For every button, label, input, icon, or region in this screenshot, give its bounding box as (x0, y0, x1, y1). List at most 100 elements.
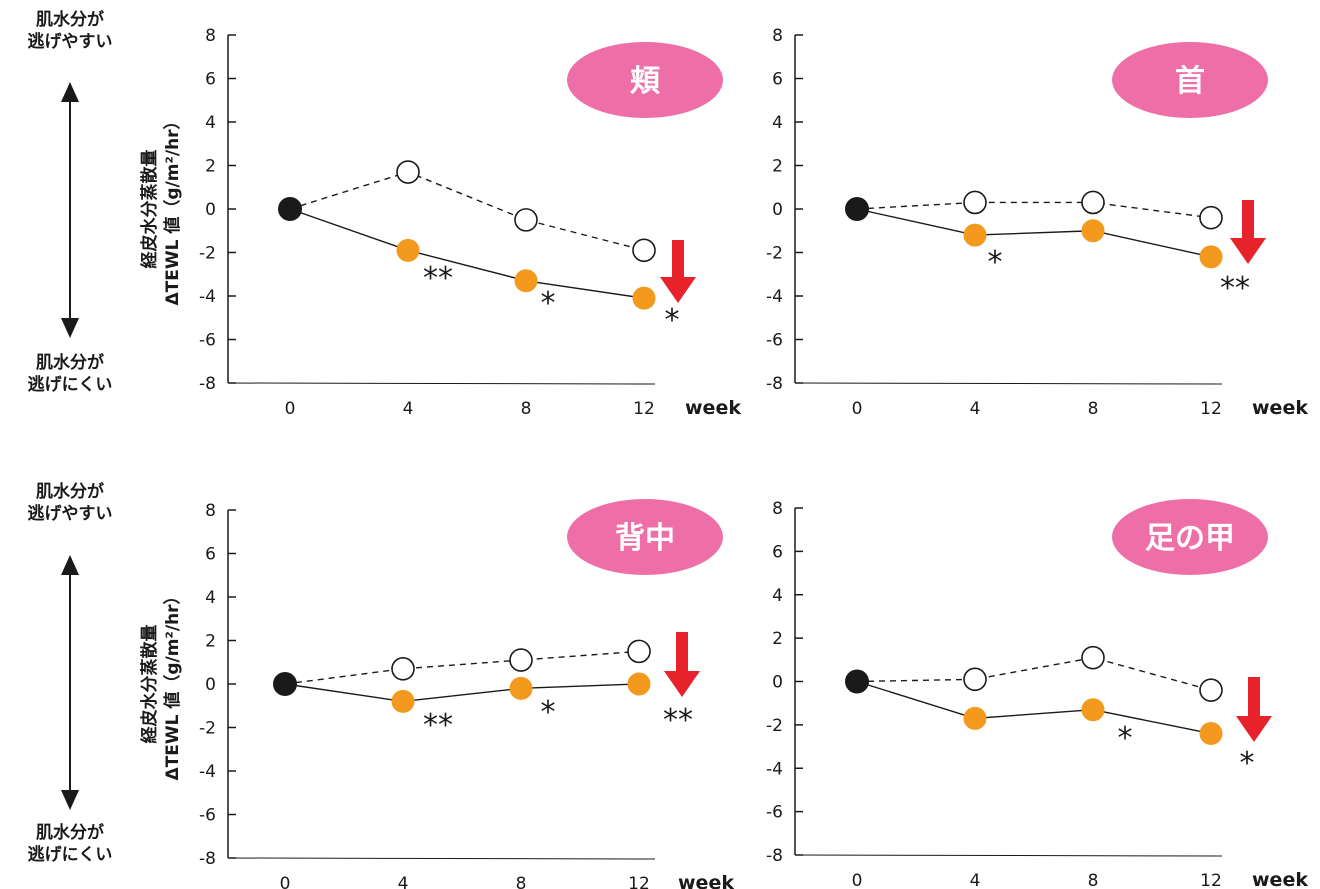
y-tick-label: -8 (199, 849, 216, 869)
x-tick-label: 4 (970, 399, 981, 419)
y-tick-label: -8 (766, 374, 783, 394)
y-tick-label: 8 (772, 499, 783, 519)
side-label-upper: 肌水分が (36, 481, 104, 502)
site-badge-label: 足の甲 (1145, 521, 1235, 556)
y-axis-title-line1: 経皮水分蒸散量 (139, 625, 160, 744)
x-tick-label: 4 (970, 871, 981, 889)
x-tick-label: 0 (280, 874, 291, 889)
y-tick-label: -6 (199, 331, 216, 351)
side-label-lower: 逃げにくい (28, 844, 113, 865)
treatment-point (391, 689, 415, 713)
baseline-point (273, 672, 297, 696)
control-point (1081, 645, 1105, 670)
decrease-arrow-icon (664, 671, 700, 697)
y-tick-label: -6 (199, 806, 216, 826)
site-badge-label: 背中 (615, 521, 675, 556)
y-tick-label: 6 (772, 542, 783, 562)
y-tick-label: 0 (772, 200, 783, 220)
significance-mark: * (541, 286, 556, 321)
significance-mark: * (541, 695, 556, 730)
x-tick-label: 8 (1088, 399, 1099, 419)
side-label-upper: 肌水分が (36, 9, 104, 30)
decrease-arrow-icon (1236, 716, 1272, 742)
site-badge-label: 首 (1175, 64, 1205, 99)
control-point (514, 208, 538, 232)
site-badge-label: 頬 (630, 64, 661, 99)
decrease-arrow-shaft (1248, 677, 1260, 718)
x-tick-label: 12 (628, 874, 650, 889)
arrow-down-icon (61, 318, 79, 338)
arrow-down-icon (61, 790, 79, 810)
y-tick-label: -2 (766, 716, 783, 736)
x-tick-label: 8 (521, 399, 532, 419)
x-axis-unit: week (1252, 869, 1308, 889)
decrease-arrow-shaft (676, 632, 688, 673)
side-label-lower: 逃げにくい (28, 374, 113, 395)
y-tick-label: 8 (205, 501, 216, 521)
y-axis-title-line1: 経皮水分蒸散量 (139, 150, 160, 269)
control-point (1081, 190, 1105, 215)
x-tick-label: 8 (516, 874, 527, 889)
y-tick-label: 0 (205, 675, 216, 695)
significance-mark: * (1118, 721, 1133, 756)
y-axis-title-line2: ΔTEWL 値（g/m²/hr） (162, 112, 183, 305)
y-tick-label: 4 (205, 113, 216, 133)
treatment-point (963, 223, 987, 247)
y-tick-label: -8 (199, 374, 216, 394)
chart-panel-1: 8 6 4 2 0 -2 -4 -6 -8 0 4 8 12 week 経皮水分蒸散量 ΔTEWL 値（g/m… (139, 26, 741, 419)
control-point (963, 190, 987, 215)
y-tick-label: 6 (205, 545, 216, 565)
decrease-arrow-shaft (672, 240, 684, 279)
y-tick-label: 0 (772, 673, 783, 693)
y-tick-label: -6 (766, 803, 783, 823)
treatment-series-line (856, 680, 1212, 735)
y-tick-label: -4 (766, 759, 783, 779)
treatment-point (396, 238, 420, 262)
treatment-point (963, 706, 987, 730)
significance-mark: * (988, 245, 1003, 280)
control-point (396, 160, 420, 184)
site-badge (1112, 499, 1268, 575)
side-label-lower: 肌水分が (36, 352, 104, 373)
significance-mark: ** (423, 261, 453, 296)
treatment-series-line (289, 208, 645, 299)
y-tick-label: 2 (205, 157, 216, 177)
y-tick-label: -4 (766, 287, 783, 307)
y-tick-label: 6 (205, 70, 216, 90)
significance-mark: * (665, 303, 680, 338)
control-point (627, 639, 651, 664)
arrow-up-icon (61, 555, 79, 575)
x-tick-label: 0 (285, 399, 296, 419)
significance-mark: * (1240, 746, 1255, 781)
significance-mark: ** (663, 703, 693, 738)
treatment-point (514, 269, 538, 293)
control-point (1199, 205, 1223, 230)
x-axis (794, 854, 1223, 857)
baseline-point (845, 669, 869, 694)
x-tick-label: 12 (1200, 871, 1222, 889)
treatment-point (509, 676, 533, 700)
control-point (509, 648, 533, 672)
y-tick-label: -2 (199, 719, 216, 739)
y-axis-title-line2: ΔTEWL 値（g/m²/hr） (162, 587, 183, 780)
x-axis (227, 857, 656, 860)
x-axis (227, 382, 656, 385)
x-tick-label: 12 (1200, 399, 1222, 419)
x-tick-label: 4 (403, 399, 414, 419)
treatment-point (1081, 219, 1105, 243)
y-tick-label: 2 (772, 157, 783, 177)
treatment-point (1199, 245, 1223, 269)
y-tick-label: 2 (205, 632, 216, 652)
y-tick-label: -6 (766, 331, 783, 351)
treatment-point (627, 672, 651, 696)
significance-mark: ** (423, 708, 453, 743)
y-tick-label: 8 (772, 26, 783, 46)
y-tick-label: -2 (766, 244, 783, 264)
x-tick-label: 0 (852, 399, 863, 419)
x-axis-unit: week (678, 872, 734, 889)
side-label-upper: 逃げやすい (28, 503, 113, 524)
y-tick-label: 4 (205, 588, 216, 608)
